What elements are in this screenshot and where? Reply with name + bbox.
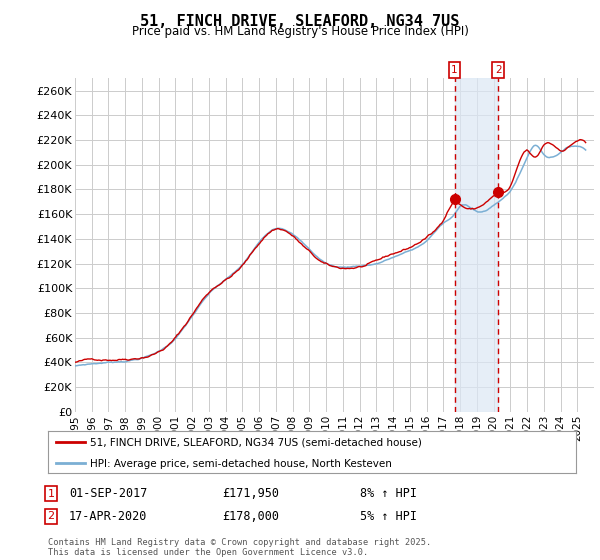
Text: 1: 1	[451, 65, 458, 75]
Text: Price paid vs. HM Land Registry's House Price Index (HPI): Price paid vs. HM Land Registry's House …	[131, 25, 469, 38]
Text: £171,950: £171,950	[222, 487, 279, 501]
Text: 17-APR-2020: 17-APR-2020	[69, 510, 148, 523]
Text: 1: 1	[47, 489, 55, 499]
Bar	[455, 78, 499, 412]
Text: HPI: Average price, semi-detached house, North Kesteven: HPI: Average price, semi-detached house,…	[90, 459, 392, 469]
Text: 01-SEP-2017: 01-SEP-2017	[69, 487, 148, 501]
Text: 51, FINCH DRIVE, SLEAFORD, NG34 7US (semi-detached house): 51, FINCH DRIVE, SLEAFORD, NG34 7US (sem…	[90, 438, 422, 448]
Text: 5% ↑ HPI: 5% ↑ HPI	[360, 510, 417, 523]
Text: 51, FINCH DRIVE, SLEAFORD, NG34 7US: 51, FINCH DRIVE, SLEAFORD, NG34 7US	[140, 14, 460, 29]
Text: Contains HM Land Registry data © Crown copyright and database right 2025.
This d: Contains HM Land Registry data © Crown c…	[48, 538, 431, 557]
Text: £178,000: £178,000	[222, 510, 279, 523]
Text: 2: 2	[47, 511, 55, 521]
Text: 2: 2	[495, 65, 502, 75]
Text: 8% ↑ HPI: 8% ↑ HPI	[360, 487, 417, 501]
